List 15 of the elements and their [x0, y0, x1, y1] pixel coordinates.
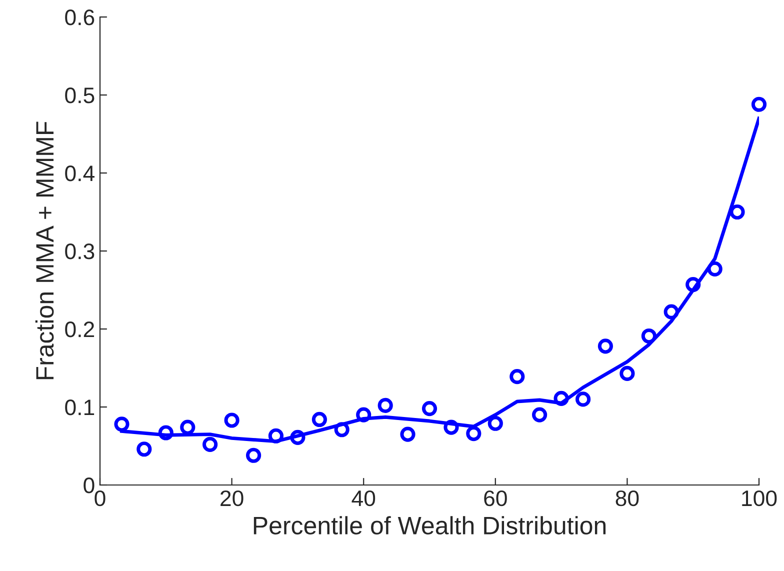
- y-tick-label: 0.3: [65, 244, 94, 260]
- x-tick-label: 100: [742, 490, 777, 506]
- x-tick-label: 40: [352, 490, 376, 506]
- x-tick-label: 0: [94, 490, 106, 506]
- x-tick-label: 80: [616, 490, 639, 506]
- y-tick-label: 0.1: [65, 400, 94, 416]
- y-axis-title: Fraction MMA + MMMF: [35, 122, 54, 380]
- y-tick-label: 0: [84, 478, 94, 494]
- x-tick-label: 20: [220, 490, 244, 506]
- y-tick-label: 0.2: [65, 322, 94, 338]
- y-tick-label: 0.4: [65, 166, 94, 182]
- x-axis-title: Percentile of Wealth Distribution: [254, 516, 606, 534]
- x-tick-label: 60: [484, 490, 507, 506]
- y-tick-label: 0.6: [65, 10, 94, 26]
- y-tick-label: 0.5: [65, 88, 94, 104]
